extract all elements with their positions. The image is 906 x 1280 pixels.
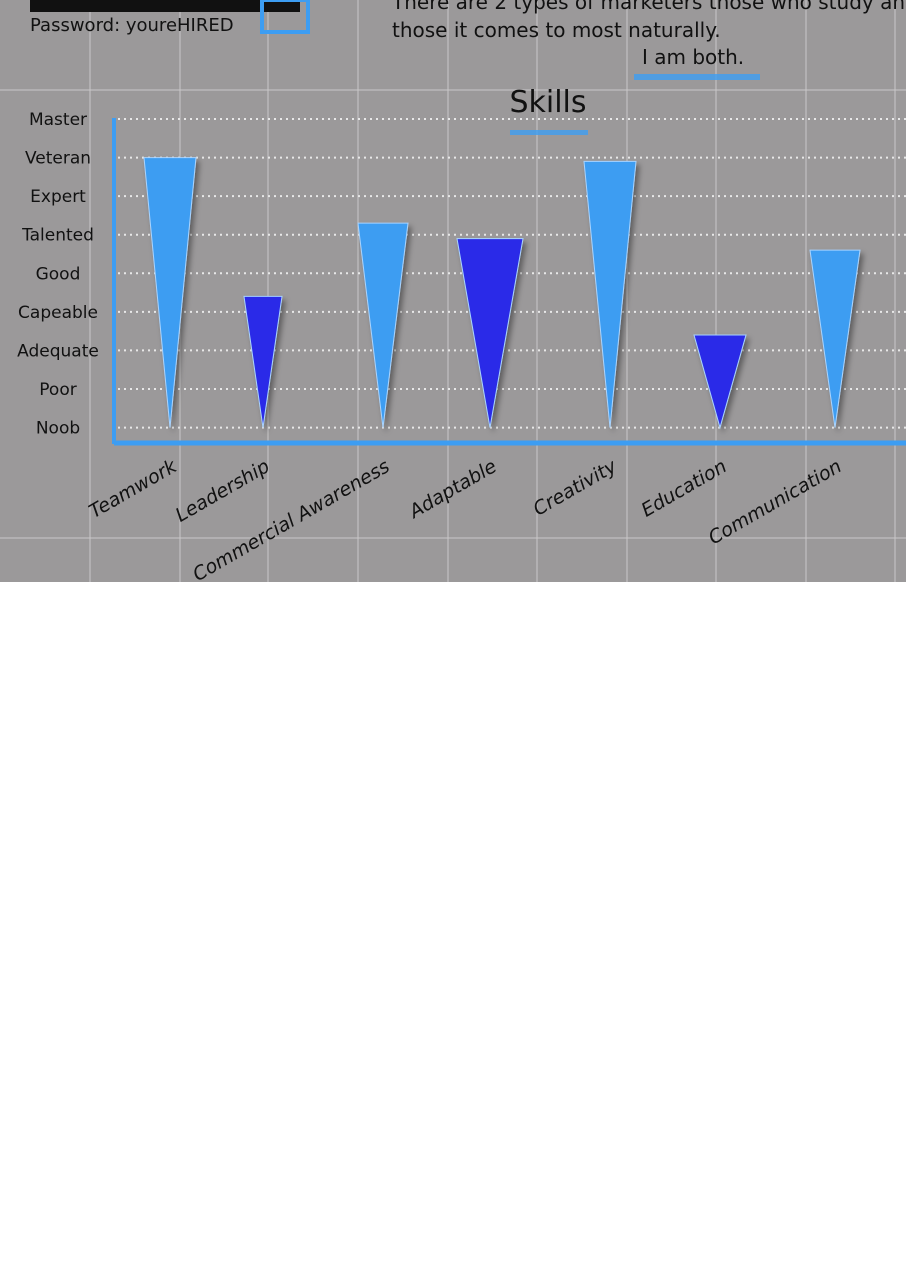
- y-tick-label: Noob: [36, 419, 80, 439]
- y-tick-label: Talented: [21, 226, 94, 246]
- bar: [693, 334, 747, 430]
- bar: [809, 249, 861, 428]
- quote-line: those it comes to most naturally.: [392, 18, 721, 42]
- qr-code: [30, 0, 300, 12]
- bar: [583, 160, 637, 428]
- quote-line: I am both.: [642, 45, 744, 69]
- quote-line: There are 2 types of marketers those who…: [391, 0, 906, 14]
- qr-frame: [260, 0, 310, 34]
- background: [0, 0, 906, 582]
- y-tick-label: Capeable: [18, 303, 98, 323]
- bar: [243, 295, 283, 428]
- password: Password: youreHIRED: [30, 15, 234, 36]
- infographic: Password: youreHIRED There are 2 types o…: [0, 0, 906, 586]
- bar: [456, 238, 524, 428]
- y-tick-label: Poor: [39, 380, 76, 400]
- y-tick-label: Master: [29, 110, 87, 130]
- chart-title: Skills: [509, 85, 586, 120]
- y-tick-label: Adequate: [17, 341, 99, 361]
- y-tick-label: Expert: [30, 187, 86, 207]
- bar: [143, 157, 197, 428]
- y-tick-label: Good: [36, 264, 81, 284]
- bar: [357, 222, 409, 428]
- underline: [510, 130, 588, 135]
- underline: [634, 74, 760, 80]
- y-tick-label: Veteran: [25, 149, 91, 169]
